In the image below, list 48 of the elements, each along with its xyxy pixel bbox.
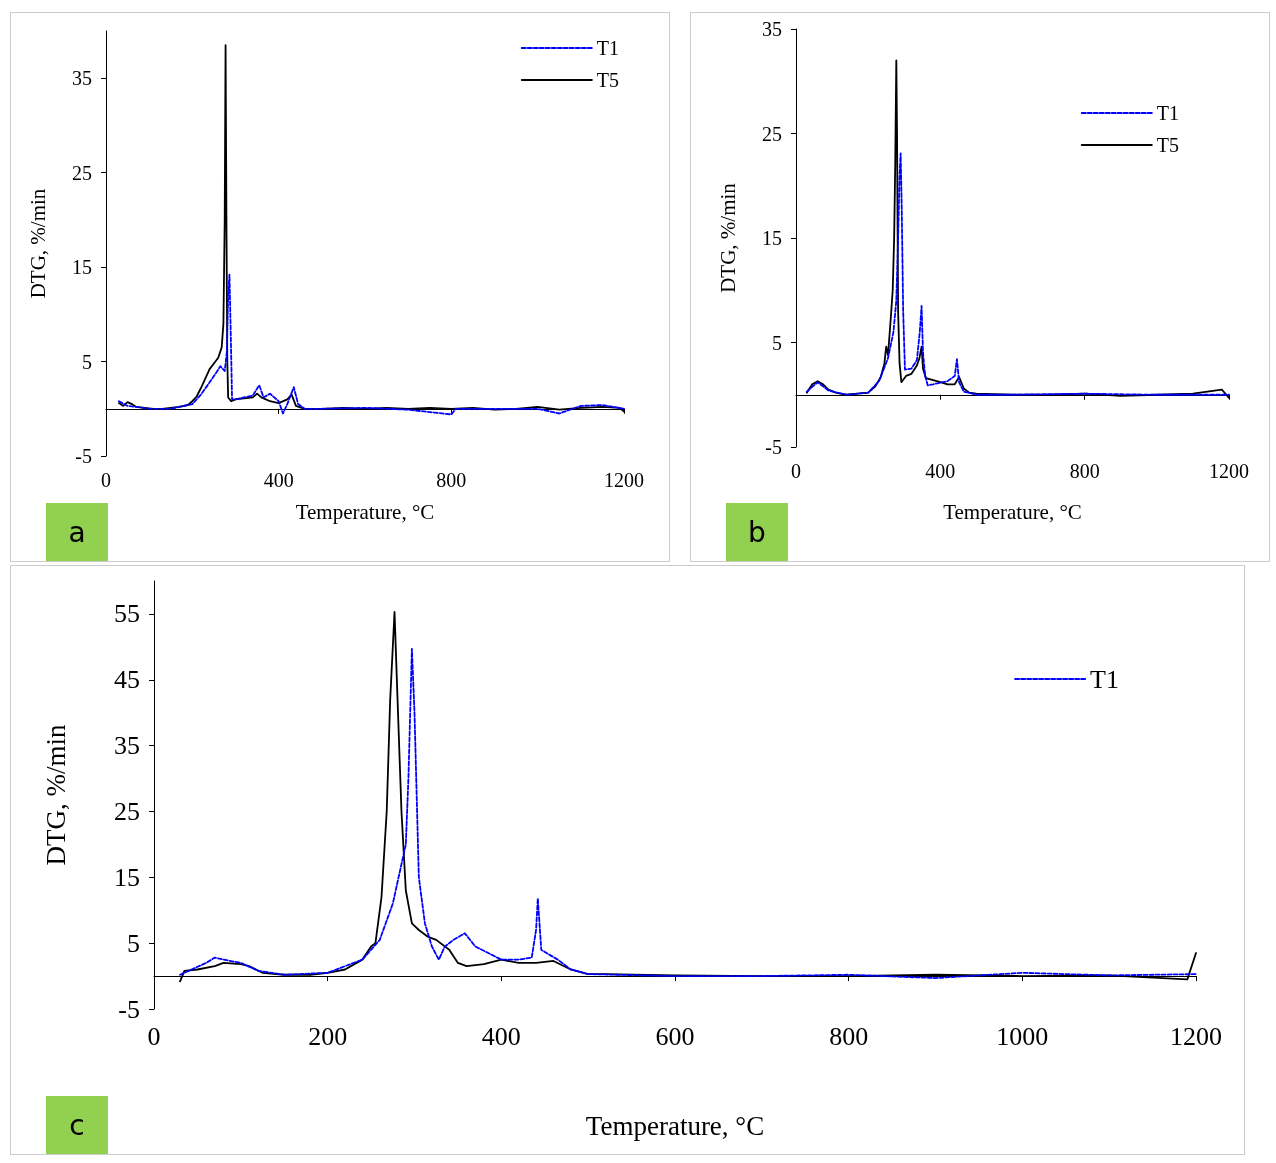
- legend-label: T1: [1090, 664, 1120, 694]
- y-axis-title: DTG, %/min: [40, 724, 71, 866]
- x-tick-label: 800: [829, 1021, 869, 1051]
- x-tick-label: 400: [481, 1021, 521, 1051]
- x-tick-label: 1200: [1209, 460, 1249, 482]
- line-series: [118, 273, 625, 416]
- y-tick-label: 15: [72, 256, 92, 279]
- x-tick-label: 1200: [1170, 1021, 1222, 1051]
- x-axis-title: Temperature, °C: [295, 499, 435, 524]
- x-tick-label: 0: [101, 469, 111, 491]
- legend-label: T5: [1156, 134, 1179, 156]
- legend-label: T5: [596, 69, 619, 91]
- x-tick-label: 1000: [996, 1021, 1049, 1051]
- x-tick-label: 400: [263, 469, 294, 491]
- y-axis-title: DTG, %/min: [25, 188, 50, 299]
- y-tick-label: 25: [72, 161, 92, 184]
- y-tick-label: 5: [127, 928, 140, 958]
- x-tick-label: 200: [308, 1021, 348, 1051]
- y-tick-label: 45: [114, 665, 140, 695]
- y-tick-label: -5: [118, 994, 140, 1024]
- legend-label: T1: [596, 37, 619, 59]
- x-tick-label: 800: [1069, 460, 1100, 482]
- y-tick-label: 25: [114, 796, 140, 826]
- x-tick-label: 1200: [604, 469, 644, 491]
- text: b: [748, 515, 766, 549]
- line-series: [805, 152, 1230, 396]
- x-tick-label: 800: [436, 469, 467, 491]
- x-tick-label: 400: [925, 460, 956, 482]
- y-tick-label: 15: [762, 227, 782, 249]
- y-tick-label: 35: [72, 67, 92, 90]
- x-axis-title: Temperature, °C: [585, 1110, 765, 1141]
- y-tick-label: 25: [762, 122, 782, 145]
- y-tick-label: 35: [762, 18, 782, 40]
- y-tick-label: 55: [114, 599, 140, 629]
- text: a: [68, 515, 86, 549]
- x-tick-label: 0: [147, 1021, 161, 1051]
- y-tick-label: 5: [82, 350, 92, 373]
- x-tick-label: 0: [791, 460, 801, 482]
- y-tick-label: 35: [114, 731, 140, 761]
- y-axis-title: DTG, %/min: [715, 182, 740, 293]
- y-tick-label: -5: [765, 436, 782, 458]
- text: c: [69, 1108, 85, 1142]
- x-tick-label: 600: [655, 1021, 695, 1051]
- y-tick-label: 5: [772, 331, 782, 354]
- legend-label: T1: [1156, 102, 1179, 124]
- y-tick-label: 15: [114, 862, 140, 892]
- y-tick-label: -5: [75, 445, 92, 467]
- x-axis-title: Temperature, °C: [943, 499, 1082, 524]
